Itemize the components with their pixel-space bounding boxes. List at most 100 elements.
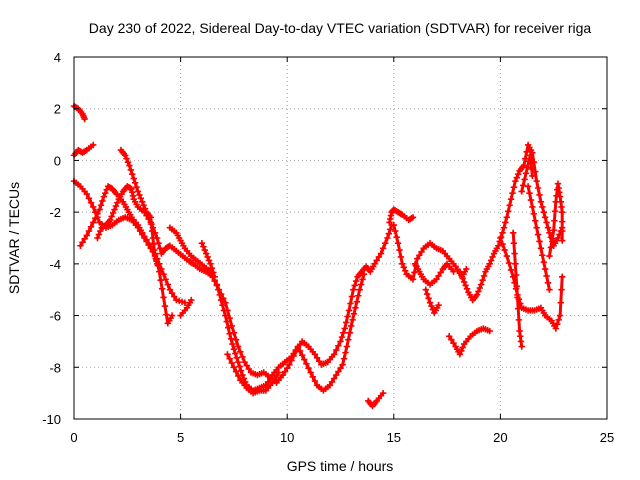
data-point: [296, 347, 304, 355]
data-point: [341, 325, 348, 332]
data-point: [557, 299, 565, 306]
data-point: [107, 216, 114, 224]
data-point: [157, 277, 164, 284]
data-point: [232, 350, 239, 357]
data-point: [559, 227, 566, 235]
data-point: [519, 182, 527, 189]
data-point: [547, 244, 555, 251]
data-point: [414, 255, 421, 262]
data-point: [351, 282, 358, 289]
data-point: [281, 368, 289, 375]
data-point: [77, 242, 84, 249]
data-point: [229, 340, 236, 348]
data-point: [83, 190, 90, 198]
series-18: [497, 234, 566, 332]
data-point: [219, 302, 226, 309]
data-point: [133, 183, 140, 191]
data-point: [89, 141, 97, 149]
data-point: [163, 311, 170, 318]
data-point: [222, 312, 229, 319]
data-point: [151, 246, 158, 254]
data-point: [83, 232, 90, 239]
data-point: [539, 203, 546, 211]
data-point: [204, 253, 211, 261]
data-point: [168, 289, 176, 297]
data-point: [503, 214, 510, 221]
data-point: [551, 208, 559, 215]
data-point: [459, 344, 466, 351]
data-point: [92, 214, 99, 222]
data-point: [514, 305, 522, 312]
data-point: [528, 165, 535, 173]
data-point: [521, 176, 528, 183]
data-point: [510, 183, 518, 191]
data-point: [210, 269, 217, 276]
data-point: [450, 268, 457, 275]
data-point: [518, 343, 525, 350]
data-point: [309, 373, 316, 380]
data-point: [99, 197, 106, 205]
y-tick-label: -6: [49, 309, 61, 324]
data-point: [456, 268, 464, 275]
data-point: [530, 210, 538, 218]
data-point: [112, 202, 120, 210]
data-point: [236, 363, 243, 370]
data-point: [526, 189, 533, 197]
data-point: [347, 300, 354, 307]
data-point: [511, 250, 518, 257]
data-point: [153, 260, 161, 268]
x-tick-label: 10: [280, 430, 294, 445]
data-point: [100, 193, 108, 200]
series-3: [70, 141, 97, 159]
data-point: [527, 158, 535, 166]
data-point: [230, 345, 238, 353]
data-point: [549, 235, 556, 243]
data-point: [552, 325, 560, 332]
data-point: [409, 276, 417, 283]
data-point: [129, 171, 136, 178]
x-tick-label: 25: [600, 430, 614, 445]
data-point: [143, 236, 150, 243]
data-point: [435, 302, 442, 309]
data-point: [435, 272, 442, 280]
data-point: [559, 237, 566, 244]
data-point: [326, 382, 334, 389]
data-point: [541, 265, 549, 273]
data-point: [533, 224, 540, 231]
data-point: [524, 183, 532, 190]
data-point: [237, 348, 244, 355]
data-point: [81, 115, 88, 123]
data-point: [499, 240, 506, 248]
data-point: [127, 166, 135, 174]
series-trace: [526, 184, 551, 292]
series-19: [509, 229, 525, 350]
data-point: [237, 367, 245, 374]
data-point: [486, 327, 493, 335]
data-point: [89, 203, 97, 211]
data-point: [356, 286, 363, 293]
data-point: [223, 318, 230, 325]
data-point: [200, 243, 207, 250]
data-point: [529, 172, 536, 180]
data-point: [220, 307, 228, 314]
data-point: [330, 375, 338, 382]
y-tick-label: 4: [54, 50, 61, 65]
data-point: [216, 291, 223, 299]
data-point: [208, 264, 216, 272]
data-point: [148, 221, 155, 228]
data-point: [532, 217, 539, 224]
series-22: [518, 152, 536, 195]
series-6: [117, 146, 161, 268]
data-point: [156, 268, 163, 275]
data-point: [288, 353, 295, 361]
data-point: [94, 234, 101, 242]
series-trace: [511, 231, 524, 349]
y-tick-label: -4: [49, 257, 61, 272]
data-point: [489, 253, 496, 261]
data-point: [536, 238, 543, 245]
data-point: [240, 375, 248, 382]
data-point: [355, 292, 362, 299]
series-10: [224, 351, 282, 397]
data-point: [337, 364, 344, 372]
data-point: [554, 320, 561, 328]
